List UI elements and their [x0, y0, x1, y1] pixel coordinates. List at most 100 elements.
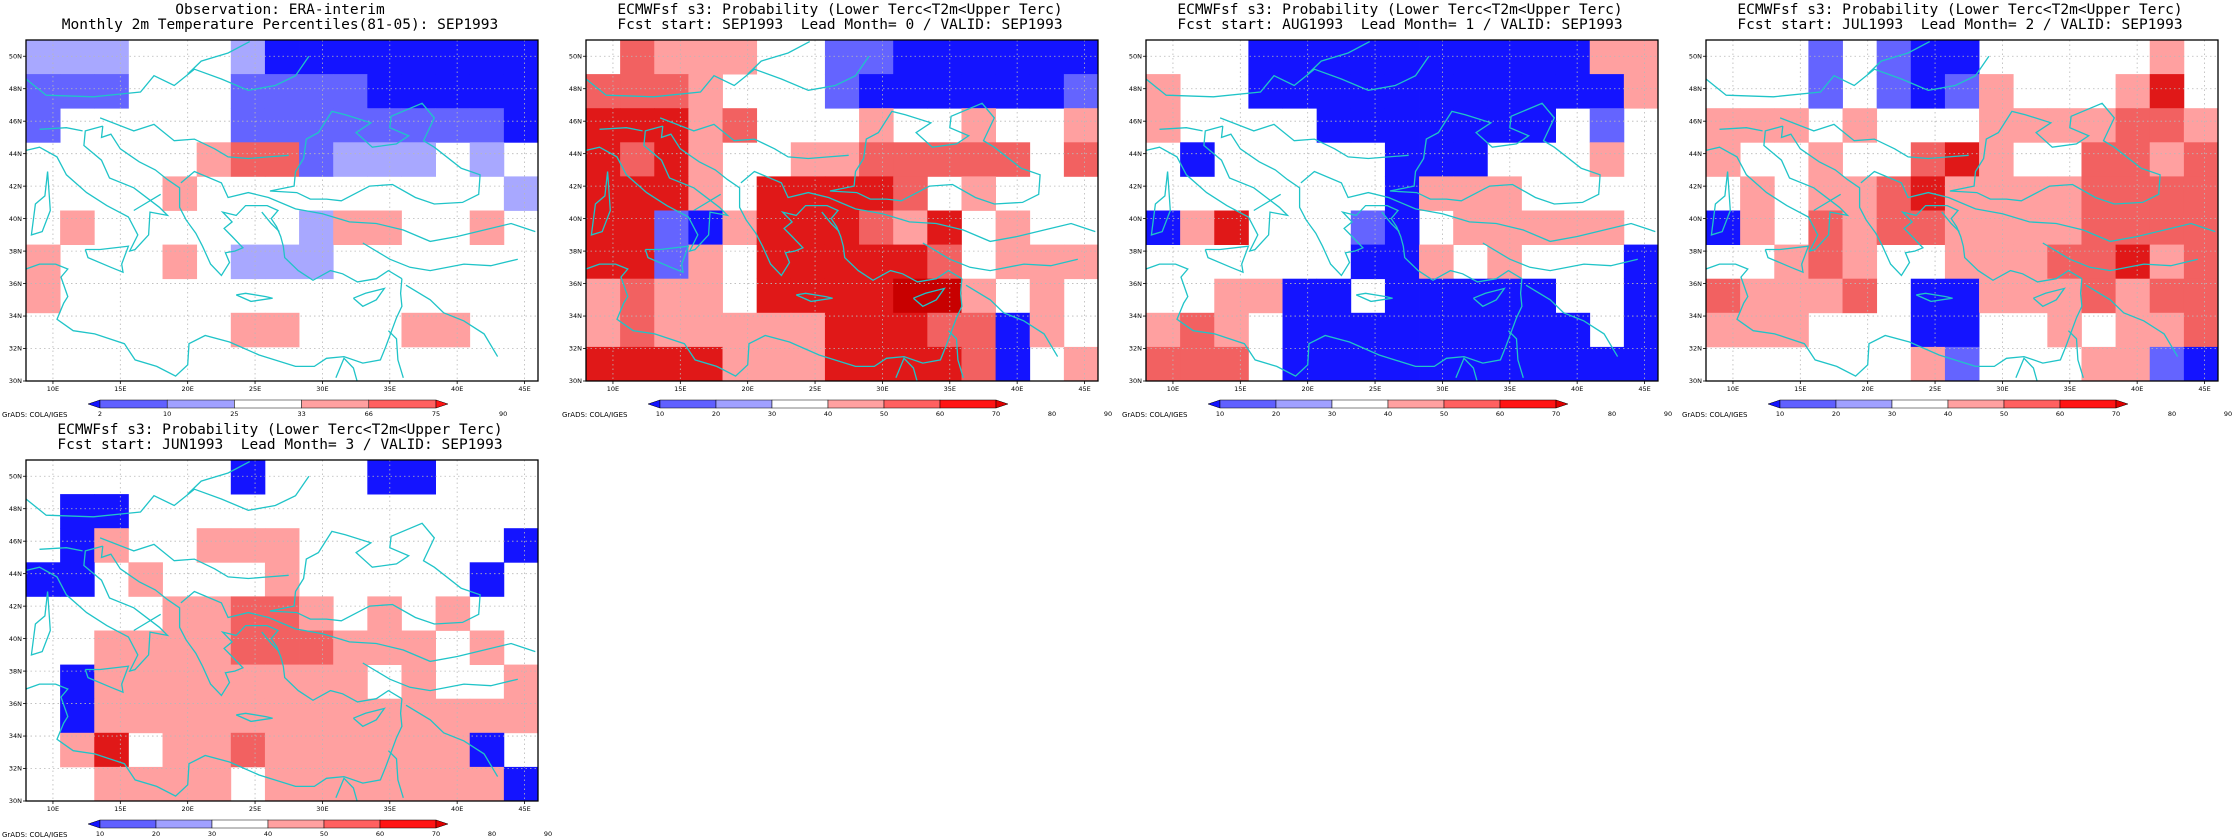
colorbar-segment: [379, 819, 437, 829]
heatmap-cell: [1623, 244, 1659, 280]
coastline: [26, 125, 170, 253]
heatmap-cell: [995, 312, 1031, 348]
heatmap-cell: [722, 312, 758, 348]
heatmap-cell: [26, 562, 61, 597]
heatmap-cell: [1419, 108, 1454, 143]
heatmap-cell: [230, 528, 266, 563]
heatmap-cell: [264, 312, 300, 348]
colorbar-label: 50: [1440, 410, 1448, 418]
heatmap-cell: [1521, 312, 1556, 348]
heatmap-cell: [1979, 142, 2014, 177]
heatmap-cell: [196, 698, 232, 734]
colorbar-label: 40: [264, 830, 272, 838]
colorbar-label: 70: [432, 830, 440, 838]
colorbar-arrow-low: [87, 819, 101, 829]
heatmap-cell: [1910, 74, 1946, 109]
colorbar-label: 80: [2168, 410, 2176, 418]
x-tick-label: 35E: [2064, 385, 2076, 393]
x-tick-label: 20E: [1861, 385, 1873, 393]
heatmap-cell: [94, 40, 129, 75]
heatmap-cell: [94, 528, 129, 563]
coastline: [235, 712, 273, 723]
heatmap-cell: [2115, 312, 2151, 348]
heatmap-cell: [94, 630, 129, 665]
colorbar-labels: 210253366759098: [98, 410, 507, 418]
heatmap-cell: [26, 244, 61, 280]
y-tick-label: 36N: [569, 280, 582, 288]
x-tick-label: 30E: [876, 385, 888, 393]
heatmap-cell: [1384, 40, 1420, 75]
heatmap-cell: [859, 142, 894, 177]
heatmap-cell: [2183, 210, 2219, 245]
x-tick-label: 25E: [809, 385, 821, 393]
colorbar-label: 30: [1328, 410, 1336, 418]
colorbar-segment: [234, 399, 302, 409]
colorbar-label: 90: [1664, 410, 1672, 418]
colorbar-label: 30: [1888, 410, 1896, 418]
coastline: [84, 245, 130, 274]
heatmap-cell: [824, 244, 860, 280]
heatmap-cell: [1842, 108, 1878, 143]
heatmap-cell: [1589, 74, 1625, 109]
heatmap-cell: [1808, 74, 1843, 109]
heatmap-cell: [586, 278, 621, 314]
x-tick-label: 15E: [1794, 385, 1806, 393]
heatmap-cell: [435, 108, 471, 143]
heatmap-cell: [927, 142, 962, 177]
coastline: [235, 292, 273, 303]
coastline: [829, 102, 1041, 205]
y-tick-label: 42N: [1129, 182, 1142, 190]
coastline: [335, 357, 358, 381]
heatmap-cell: [128, 766, 163, 802]
heatmap-cell: [620, 244, 655, 280]
heatmap-cell: [230, 312, 266, 348]
colorbar-label: 80: [1048, 410, 1056, 418]
y-tick-label: 34N: [569, 312, 582, 320]
heatmap-cell: [1944, 244, 1980, 280]
heatmap-cell: [790, 244, 826, 280]
heatmap-cell: [230, 732, 266, 768]
coastline: [1667, 111, 1680, 202]
heatmap-cell: [230, 142, 266, 177]
heatmap-cell: [654, 108, 689, 143]
y-tick-label: 44N: [9, 570, 22, 578]
gridlines: [1146, 40, 1658, 381]
heatmap-cell: [401, 74, 436, 109]
colorbar-arrow-high: [435, 399, 449, 409]
heatmap-cell: [1876, 176, 1912, 211]
coastline: [100, 546, 403, 703]
colorbar-label: 80: [1608, 410, 1616, 418]
colorbar-label: 70: [1552, 410, 1560, 418]
panel-title-line1: ECMWFsf s3: Probability (Lower Terc<T2m<…: [617, 2, 1063, 18]
colorbar: [87, 399, 449, 409]
colorbar-label: 33: [297, 410, 305, 418]
coastline: [352, 707, 386, 728]
x-tick-label: 15E: [114, 385, 126, 393]
heatmap-cell: [1910, 142, 1946, 177]
heatmap-cell: [1623, 312, 1659, 348]
coastline: [362, 662, 518, 692]
heatmap-cell: [995, 346, 1031, 382]
y-tick-label: 38N: [9, 247, 22, 255]
heatmap-cell: [2115, 142, 2151, 177]
heatmap-cell: [995, 244, 1031, 280]
heatmap-cell: [1350, 312, 1386, 348]
coastline: [405, 284, 499, 357]
heatmap-cell: [859, 346, 894, 382]
heatmap-cell: [688, 346, 723, 382]
heatmap-cell: [1384, 312, 1420, 348]
y-tick-label: 46N: [9, 117, 22, 125]
panel-title-line2: Fcst start: JUL1993 Lead Month= 2 / VALI…: [1737, 17, 2183, 33]
heatmap-cell: [1944, 346, 1980, 382]
heatmap-cell: [264, 596, 300, 631]
heatmap-cell: [961, 346, 996, 382]
axes: 30N 32N 34N 36N 38N 40N 42N 44N 46N 48N 50N 10E 15E 2…: [9, 52, 531, 393]
heatmap-cell: [893, 210, 928, 245]
heatmap-cell: [26, 74, 61, 109]
colorbar-arrow-high: [2115, 399, 2129, 409]
y-tick-label: 32N: [1689, 345, 1702, 353]
y-tick-label: 50N: [1129, 52, 1142, 60]
panel-title-line2: Fcst start: JUN1993 Lead Month= 3 / VALI…: [57, 437, 503, 453]
heatmap-cell: [620, 74, 655, 109]
y-tick-label: 38N: [1129, 247, 1142, 255]
